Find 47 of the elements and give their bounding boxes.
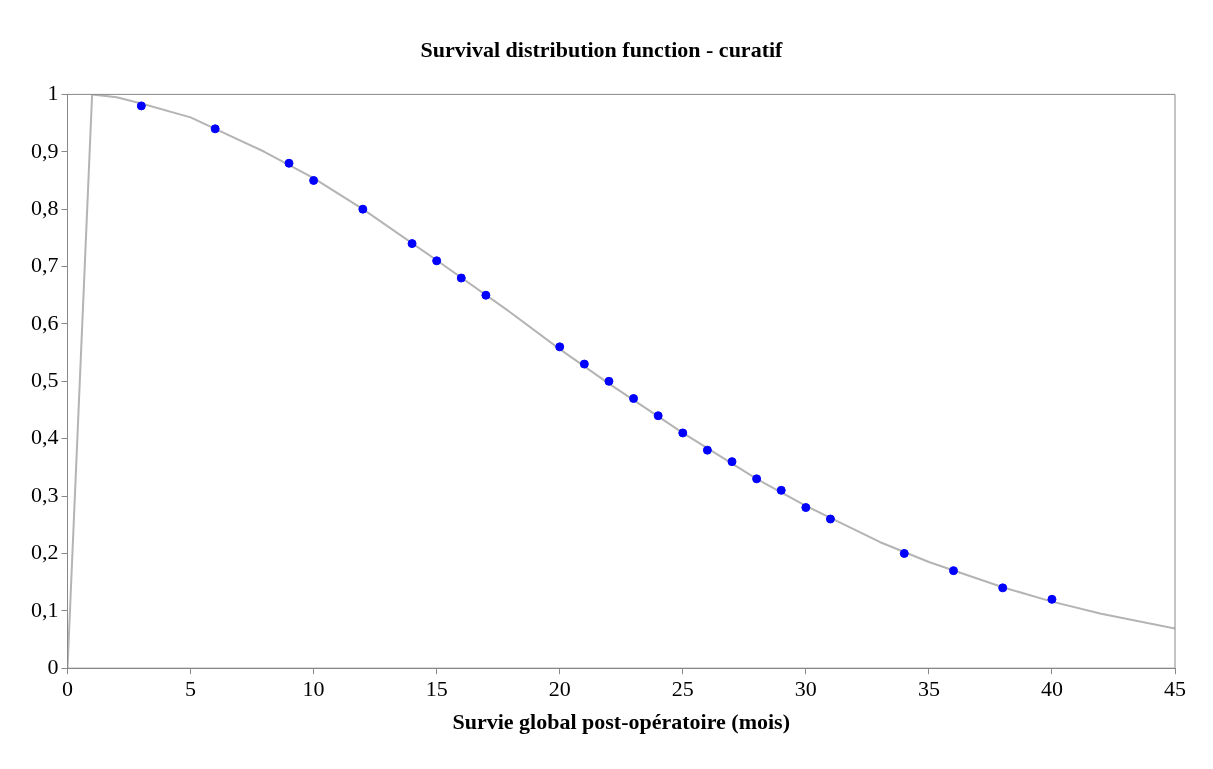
x-tick-label: 25 xyxy=(671,676,694,702)
point xyxy=(998,583,1008,593)
y-tick-label: 0,6 xyxy=(31,309,59,335)
point xyxy=(309,175,319,185)
y-tick-label: 0,3 xyxy=(31,481,59,507)
y-tick-label: 0,4 xyxy=(31,424,59,450)
point xyxy=(432,256,442,266)
x-tick-label: 5 xyxy=(185,676,197,702)
point xyxy=(678,428,688,438)
chart-title: Survival distribution function - curatif xyxy=(420,36,784,62)
y-tick-label: 0,2 xyxy=(31,539,59,565)
y-tick-label: 0,5 xyxy=(31,367,59,393)
y-tick-label: 1 xyxy=(47,80,59,106)
y-tick-label: 0,9 xyxy=(31,137,59,163)
x-tick-label: 30 xyxy=(794,676,817,702)
point xyxy=(407,239,417,249)
x-tick-label: 10 xyxy=(302,676,325,702)
point xyxy=(727,457,737,467)
y-tick-label: 0,1 xyxy=(31,596,59,622)
point xyxy=(1047,594,1057,604)
x-tick-label: 35 xyxy=(917,676,940,702)
x-axis-title: Survie global post-opératoire (mois) xyxy=(452,709,791,735)
x-tick-label: 15 xyxy=(425,676,448,702)
y-tick-label: 0,7 xyxy=(31,252,59,278)
point xyxy=(825,514,835,524)
x-tick-label: 45 xyxy=(1164,676,1186,702)
x-tick-label: 40 xyxy=(1040,676,1063,702)
point xyxy=(776,485,786,495)
point xyxy=(555,342,565,352)
point xyxy=(801,503,811,513)
point xyxy=(136,101,146,111)
x-tick-label: 20 xyxy=(548,676,571,702)
y-tick-label: 0,8 xyxy=(31,194,59,220)
point xyxy=(604,376,614,386)
point xyxy=(284,158,294,168)
y-tick-label: 0 xyxy=(47,653,59,679)
point xyxy=(752,474,762,484)
point xyxy=(653,411,663,421)
point xyxy=(579,359,589,369)
point xyxy=(629,394,639,404)
point xyxy=(899,548,909,558)
point xyxy=(456,273,466,283)
point xyxy=(949,566,958,576)
point xyxy=(358,204,368,214)
point xyxy=(702,445,712,455)
point xyxy=(481,290,491,300)
point xyxy=(210,124,220,134)
